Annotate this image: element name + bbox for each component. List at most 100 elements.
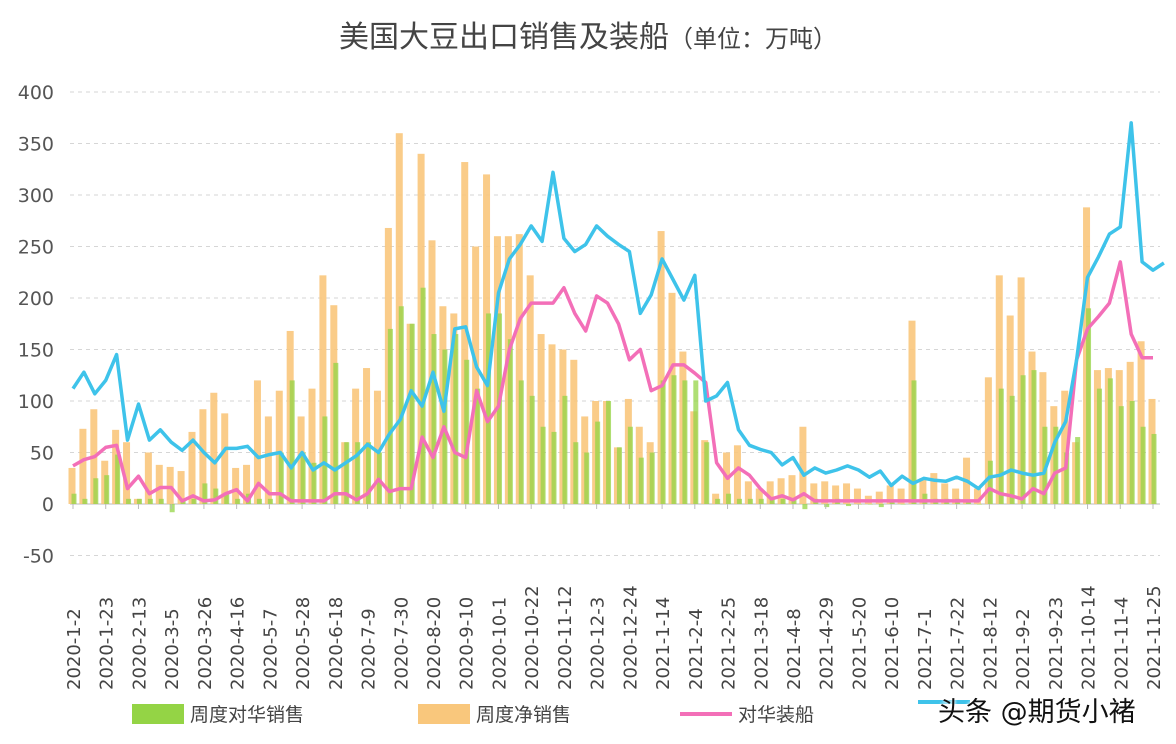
bar-net-sales [973, 488, 981, 504]
bar-net-sales [243, 464, 251, 504]
bar-china-sales [616, 447, 622, 504]
bar-china-sales [355, 442, 361, 504]
bar-net-sales [472, 246, 480, 504]
legend-label: 周度对华销售 [190, 704, 305, 726]
bar-china-sales [998, 388, 1004, 504]
legend-item-net-sales: 周度净销售 [418, 700, 571, 727]
bar-china-sales [693, 380, 699, 504]
bar-china-sales [1118, 406, 1124, 504]
bar-china-sales [464, 359, 470, 504]
bar-china-sales [409, 323, 415, 504]
bar-china-sales [758, 498, 764, 504]
bar-net-sales [68, 467, 76, 504]
bar-china-sales [911, 380, 917, 504]
bar-china-sales [235, 498, 241, 504]
bar-china-sales [224, 493, 230, 504]
bar-china-sales [780, 498, 786, 504]
x-tick-label: 2021-11-25 [1144, 585, 1165, 690]
bar-net-sales [144, 452, 152, 504]
bar-china-sales [976, 504, 982, 505]
x-tick-label: 2020-5-28 [293, 597, 314, 690]
bar-china-sales [289, 380, 295, 504]
bar-net-sales [843, 483, 851, 504]
bar-china-sales [856, 504, 862, 505]
bar-net-sales [832, 485, 840, 504]
bar-china-sales [93, 478, 99, 504]
bar-china-sales [213, 488, 219, 504]
y-tick-label: 350 [18, 134, 54, 156]
bar-china-sales [595, 421, 601, 504]
bar-china-sales [529, 395, 535, 504]
x-tick-label: 2020-5-7 [260, 608, 281, 690]
y-tick-label: 100 [18, 391, 54, 413]
bar-net-sales [548, 344, 556, 504]
bar-net-sales [755, 488, 763, 504]
bar-china-sales [344, 442, 350, 504]
bar-net-sales [363, 368, 371, 504]
bar-china-sales [922, 493, 928, 504]
bar-net-sales [461, 162, 469, 505]
line-blue-series [71, 121, 1165, 491]
bar-net-sales [210, 392, 218, 504]
bar-net-sales [984, 377, 992, 504]
legend-item-china-sales: 周度对华销售 [132, 700, 304, 727]
bar-china-sales [333, 362, 339, 504]
bar-china-sales [900, 504, 906, 505]
x-tick-label: 2021-11-4 [1111, 597, 1132, 690]
bar-china-sales [1020, 375, 1026, 504]
bar-net-sales [788, 475, 796, 504]
bar-china-sales [747, 498, 753, 504]
bar-china-sales [300, 452, 306, 504]
x-tick-label: 2020-3-5 [162, 608, 183, 690]
bar-china-sales [1107, 378, 1113, 504]
legend-swatch [918, 700, 970, 704]
x-tick-label: 2021-7-22 [948, 597, 969, 690]
bar-net-sales [526, 275, 534, 504]
bar-china-sales [802, 504, 808, 510]
bar-china-sales [420, 287, 426, 504]
bar-china-sales [846, 504, 852, 507]
bar-net-sales [253, 380, 261, 504]
x-tick-label: 2020-7-9 [359, 608, 380, 690]
bar-china-sales [1075, 437, 1081, 504]
bar-net-sales [221, 413, 229, 504]
x-tick-label: 2021-6-10 [882, 597, 903, 690]
x-tick-label: 2021-8-12 [980, 597, 1001, 690]
bar-china-sales [562, 395, 568, 504]
bar-china-sales [398, 306, 404, 504]
bar-net-sales [886, 485, 894, 504]
x-tick-label: 2021-1-14 [653, 597, 674, 690]
bar-china-sales [1031, 370, 1037, 504]
y-tick-label: 400 [18, 82, 54, 104]
bar-china-sales [507, 339, 513, 504]
legend-swatch [680, 711, 732, 716]
bar-net-sales [1061, 390, 1069, 504]
x-tick-label: 2021-3-18 [751, 597, 772, 690]
bar-china-sales [1086, 308, 1092, 504]
bar-china-sales [311, 462, 317, 504]
bar-china-sales [551, 431, 557, 504]
legend-swatch [418, 703, 470, 724]
y-tick-label: -50 [23, 546, 54, 568]
x-tick-label: 2020-10-1 [489, 597, 510, 690]
bar-net-sales [919, 478, 927, 504]
bar-china-sales [147, 498, 153, 504]
y-tick-label: 250 [18, 237, 54, 259]
bar-china-sales [278, 452, 284, 504]
bar-china-sales [736, 498, 742, 504]
bar-china-sales [82, 498, 88, 504]
x-tick-label: 2020-2-13 [129, 597, 150, 690]
legend-item-china-shipments: 对华装船 [680, 700, 814, 727]
bar-china-sales [889, 501, 895, 504]
bar-net-sales [1137, 341, 1145, 504]
y-tick-label: 0 [42, 494, 54, 516]
y-tick-label: 300 [18, 185, 54, 207]
bar-net-sales [188, 431, 196, 504]
bar-net-sales [853, 488, 861, 504]
x-tick-label: 2021-7-1 [915, 608, 936, 690]
bar-china-sales [169, 504, 175, 513]
bar-net-sales [897, 488, 905, 504]
bar-china-sales [867, 504, 873, 505]
bar-china-sales [660, 380, 666, 504]
bar-net-sales [177, 471, 185, 504]
